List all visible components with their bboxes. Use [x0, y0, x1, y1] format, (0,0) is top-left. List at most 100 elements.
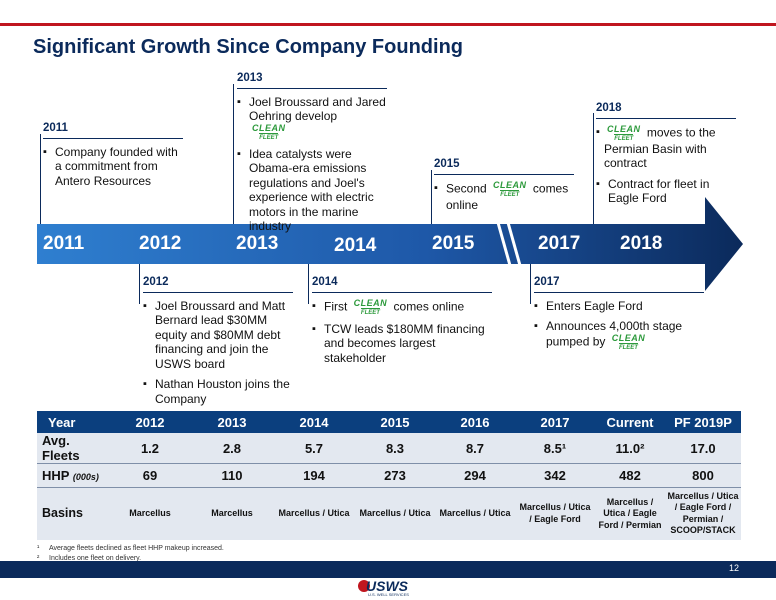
- connector-2017: [530, 264, 531, 304]
- callout-bullet: Nathan Houston joins the Company: [143, 377, 293, 406]
- table-cell: 110: [191, 463, 273, 488]
- table-cell: Marcellus: [109, 487, 191, 540]
- connector-2014: [308, 264, 309, 304]
- table-cell: 8.7: [435, 433, 515, 464]
- callout-year: 2012: [143, 275, 293, 293]
- logo-line2: FLEET: [618, 342, 638, 351]
- header-cell: 2013: [191, 411, 273, 433]
- header-cell: 2014: [273, 411, 355, 433]
- row-label: Avg. Fleets: [37, 433, 109, 464]
- arrow-year-2011: 2011: [43, 233, 85, 254]
- logo-line2: FLEET: [259, 132, 279, 141]
- footnote-mark: ²: [37, 555, 40, 562]
- arrow-year-2013: 2013: [236, 233, 279, 254]
- footnote-mark: ¹: [37, 545, 40, 552]
- callout-year: 2017: [534, 275, 704, 293]
- connector-2011: [40, 134, 41, 224]
- table-cell: 11.0²: [595, 433, 665, 464]
- connector-2015: [431, 170, 432, 224]
- table-cell: 482: [595, 463, 665, 488]
- callout-year: 2011: [43, 121, 183, 139]
- logo-line1: CLEAN: [252, 122, 286, 133]
- callout-bullet: Enters Eagle Ford: [534, 299, 704, 314]
- callout-year: 2015: [434, 157, 574, 175]
- table-cell: 69: [109, 463, 191, 488]
- logo-line1: CLEAN: [607, 123, 641, 134]
- table-cell: Marcellus / Utica: [435, 487, 515, 540]
- table-row-basins: Basins Marcellus Marcellus Marcellus / U…: [37, 487, 741, 540]
- header-cell: 2012: [109, 411, 191, 433]
- logo-line2: FLEET: [500, 189, 520, 198]
- row-label-text: HHP: [42, 468, 70, 483]
- table-cell: 8.5¹: [515, 433, 595, 464]
- callout-2012: 2012 Joel Broussard and Matt Bernard lea…: [143, 275, 293, 412]
- table-cell: Marcellus / Utica / Eagle Ford / Permian: [595, 487, 665, 540]
- connector-2018: [593, 113, 594, 224]
- table-cell: 1.2: [109, 433, 191, 464]
- callout-bullet: TCW leads $180MM financing and becomes l…: [312, 322, 492, 366]
- top-rule: [0, 23, 776, 26]
- logo-line2: FLEET: [614, 133, 634, 142]
- header-cell: Current: [595, 411, 665, 433]
- callout-2017: 2017 Enters Eagle Ford Announces 4,000th…: [534, 275, 704, 357]
- arrow-year-2015: 2015: [432, 233, 475, 254]
- header-year: Year: [37, 411, 109, 433]
- callout-year: 2014: [312, 275, 492, 293]
- table-cell: 194: [273, 463, 355, 488]
- row-label: Basins: [37, 487, 109, 540]
- footnotes: ¹ Average fleets declined as fleet HHP ma…: [37, 544, 224, 564]
- timeline-arrow: [37, 197, 743, 291]
- fleet-growth-table: Year 2012 2013 2014 2015 2016 2017 Curre…: [37, 411, 741, 540]
- footnote-text: Average fleets declined as fleet HHP mak…: [49, 545, 224, 552]
- row-label-unit: (000s): [72, 472, 99, 482]
- logo-line1: CLEAN: [493, 179, 527, 190]
- table-header-row: Year 2012 2013 2014 2015 2016 2017 Curre…: [37, 411, 741, 433]
- header-cell: 2015: [355, 411, 435, 433]
- logo-line1: CLEAN: [611, 332, 646, 343]
- arrow-year-2014: 2014: [334, 235, 377, 256]
- footnote: ¹ Average fleets declined as fleet HHP ma…: [37, 544, 224, 554]
- header-cell: PF 2019P: [665, 411, 741, 433]
- table-cell: 2.8: [191, 433, 273, 464]
- usws-logo: USWS U.S. WELL SERVICES: [358, 578, 414, 600]
- logo-line1: CLEAN: [353, 297, 388, 308]
- callout-2013: 2013 Joel Broussard and Jared Oehring de…: [237, 71, 387, 240]
- page-number: 12: [728, 563, 739, 573]
- callout-bullet: Contract for fleet in Eagle Ford: [596, 177, 736, 206]
- bottom-bar: [0, 561, 776, 578]
- callout-2011: 2011 Company founded with a commitment f…: [43, 121, 183, 194]
- bullet-text: Second: [446, 181, 487, 196]
- bullet-text: First: [324, 299, 348, 314]
- table-cell: 294: [435, 463, 515, 488]
- table-cell: 5.7: [273, 433, 355, 464]
- timeline-break-marker: [495, 218, 523, 270]
- arrow-year-2012: 2012: [139, 233, 182, 254]
- table-cell: 8.3: [355, 433, 435, 464]
- logo-line2: FLEET: [360, 307, 380, 316]
- connector-2013: [233, 84, 234, 224]
- bullet-text: comes online: [393, 299, 465, 314]
- page-title: Significant Growth Since Company Foundin…: [33, 36, 463, 58]
- table-cell: Marcellus / Utica / Eagle Ford: [515, 487, 595, 540]
- arrow-year-2018: 2018: [620, 233, 663, 254]
- header-cell: 2017: [515, 411, 595, 433]
- usws-swoosh-icon: [358, 580, 370, 592]
- table-cell: 273: [355, 463, 435, 488]
- table-cell: Marcellus / Utica: [355, 487, 435, 540]
- usws-wordmark: USWS: [366, 578, 408, 594]
- callout-year: 2013: [237, 71, 387, 89]
- bullet-text: Joel Broussard and Jared Oehring develop: [249, 94, 386, 124]
- table-cell: 342: [515, 463, 595, 488]
- bullet-text: moves to the Permian Basin with contract: [604, 125, 716, 170]
- bullet-text: Announces 4,000th stage pumped by: [546, 319, 683, 349]
